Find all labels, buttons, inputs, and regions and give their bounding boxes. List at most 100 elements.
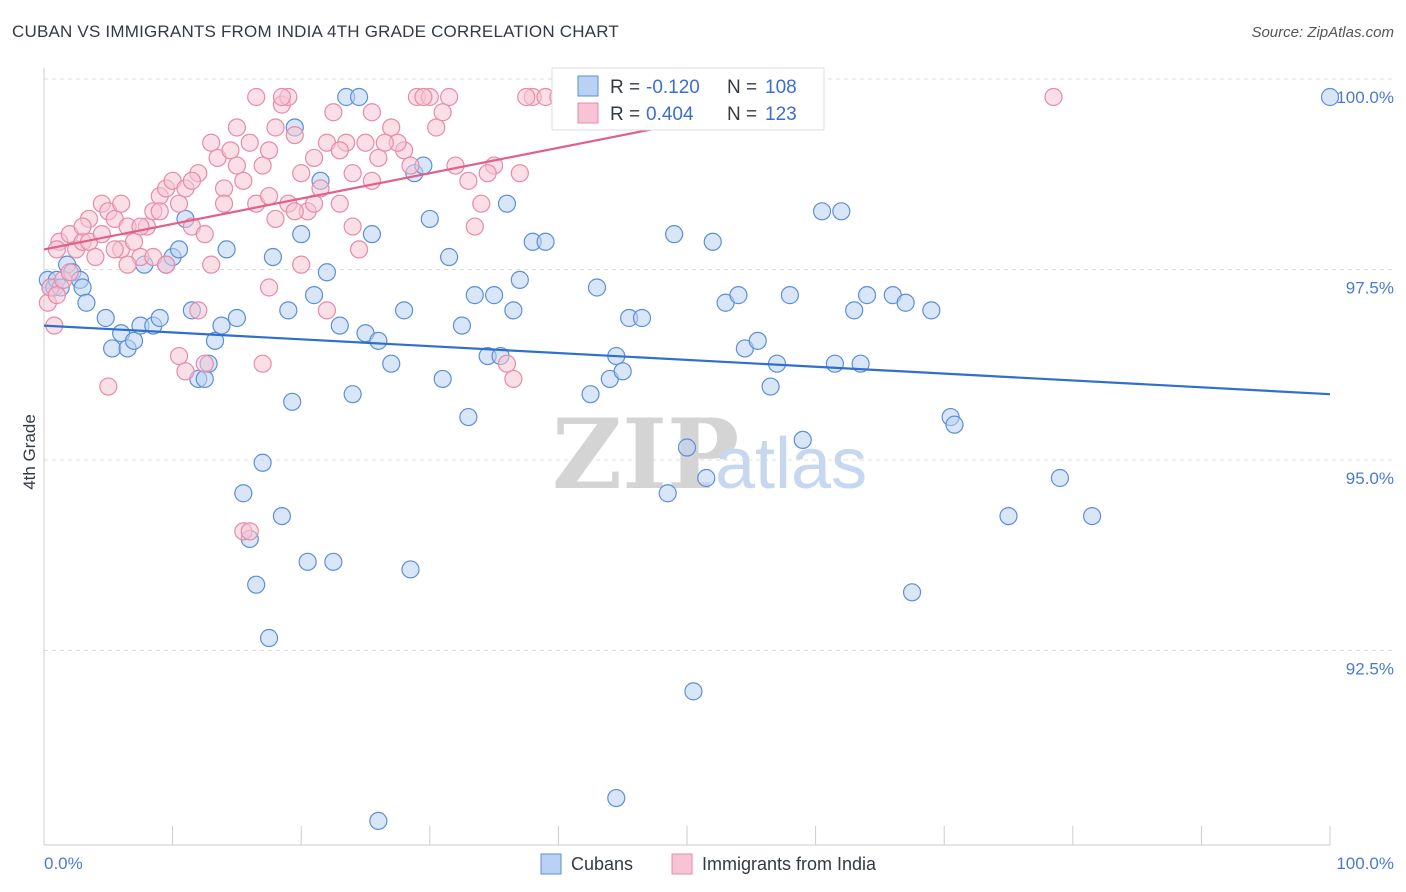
watermark-atlas: atlas — [715, 424, 867, 504]
point-cubans — [124, 331, 144, 350]
point-cubans — [272, 506, 292, 526]
point-india — [1044, 87, 1063, 107]
point-india — [330, 141, 349, 160]
point-india — [472, 194, 491, 213]
point-india — [272, 87, 292, 107]
point-cubans — [465, 286, 484, 305]
point-india — [292, 164, 311, 183]
point-india — [382, 118, 401, 137]
point-cubans — [77, 293, 96, 312]
point-india — [510, 164, 529, 183]
point-cubans — [369, 331, 388, 350]
point-cubans — [247, 575, 266, 594]
point-india — [227, 118, 246, 137]
point-india — [446, 156, 465, 175]
point-india — [401, 156, 420, 175]
point-india — [497, 354, 517, 373]
watermark-zip: ZIP — [552, 398, 739, 511]
point-india — [414, 87, 433, 107]
point-india — [47, 240, 66, 259]
point-cubans — [205, 331, 225, 350]
point-cubans — [1050, 468, 1070, 488]
point-cubans — [227, 308, 246, 328]
point-india — [169, 346, 189, 366]
point-cubans — [433, 369, 452, 389]
point-india — [202, 133, 221, 152]
point-india — [343, 217, 362, 236]
data-points — [38, 87, 1340, 831]
point-india — [259, 141, 279, 160]
point-india — [227, 156, 246, 175]
point-cubans — [96, 308, 115, 328]
point-cubans — [536, 232, 555, 251]
point-cubans — [452, 316, 472, 335]
point-cubans — [369, 811, 388, 831]
point-india — [465, 217, 484, 236]
bottom-legend-swatch-india — [671, 853, 693, 875]
point-cubans — [382, 354, 401, 373]
legend: R = -0.120 N = 108 R = 0.404 N = 123 — [551, 67, 825, 131]
point-cubans — [658, 484, 677, 503]
point-india — [47, 286, 66, 305]
y-tick-label: 92.5% — [1346, 660, 1394, 679]
point-cubans — [902, 583, 922, 602]
point-cubans — [324, 552, 343, 571]
point-india — [73, 217, 92, 236]
point-cubans — [304, 286, 324, 305]
point-cubans — [896, 293, 915, 312]
point-india — [221, 141, 240, 160]
point-india — [169, 194, 189, 213]
point-india — [375, 133, 394, 152]
point-cubans — [729, 286, 748, 305]
legend-r-label-india: R = — [610, 104, 640, 125]
trend-lines — [43, 95, 1331, 396]
y-tick-label: 100.0% — [1336, 88, 1394, 107]
point-cubans — [279, 301, 298, 320]
point-india — [189, 301, 208, 320]
point-india — [202, 255, 221, 274]
point-cubans — [632, 308, 652, 328]
point-cubans — [581, 385, 600, 404]
point-cubans — [780, 286, 799, 305]
point-cubans — [253, 453, 272, 472]
point-cubans — [703, 232, 722, 251]
point-india — [195, 354, 214, 373]
point-cubans — [217, 240, 236, 259]
point-cubans — [234, 484, 253, 503]
point-india — [240, 522, 259, 541]
point-india — [124, 232, 144, 251]
bottom-legend: Cubans Immigrants from India — [540, 853, 877, 875]
point-india — [433, 103, 452, 122]
point-cubans — [812, 202, 832, 221]
point-cubans — [394, 301, 414, 320]
point-india — [253, 354, 272, 373]
legend-r-label-cubans: R = — [610, 77, 640, 98]
point-india — [330, 194, 349, 213]
point-india — [112, 194, 131, 213]
point-cubans — [510, 270, 529, 289]
point-cubans — [420, 209, 439, 229]
point-india — [369, 148, 388, 168]
point-india — [311, 179, 330, 198]
point-cubans — [793, 430, 812, 449]
point-cubans — [401, 560, 420, 579]
point-cubans — [485, 286, 504, 305]
point-india — [259, 278, 279, 297]
point-india — [247, 87, 266, 107]
point-cubans — [497, 194, 517, 213]
point-india — [362, 103, 382, 122]
point-cubans — [195, 369, 214, 389]
y-axis-title: 4th Grade — [20, 414, 39, 490]
point-cubans — [362, 225, 382, 244]
point-india — [324, 103, 343, 122]
point-india — [285, 126, 304, 145]
point-cubans — [1320, 87, 1340, 107]
bottom-legend-label-india: Immigrants from India — [702, 854, 877, 874]
point-india — [214, 194, 234, 213]
point-india — [195, 225, 214, 244]
legend-n-value-cubans: 108 — [765, 77, 797, 98]
point-cubans — [845, 301, 864, 320]
legend-n-label-cubans: N = — [727, 77, 757, 98]
point-cubans — [613, 362, 632, 381]
point-india — [285, 202, 304, 221]
